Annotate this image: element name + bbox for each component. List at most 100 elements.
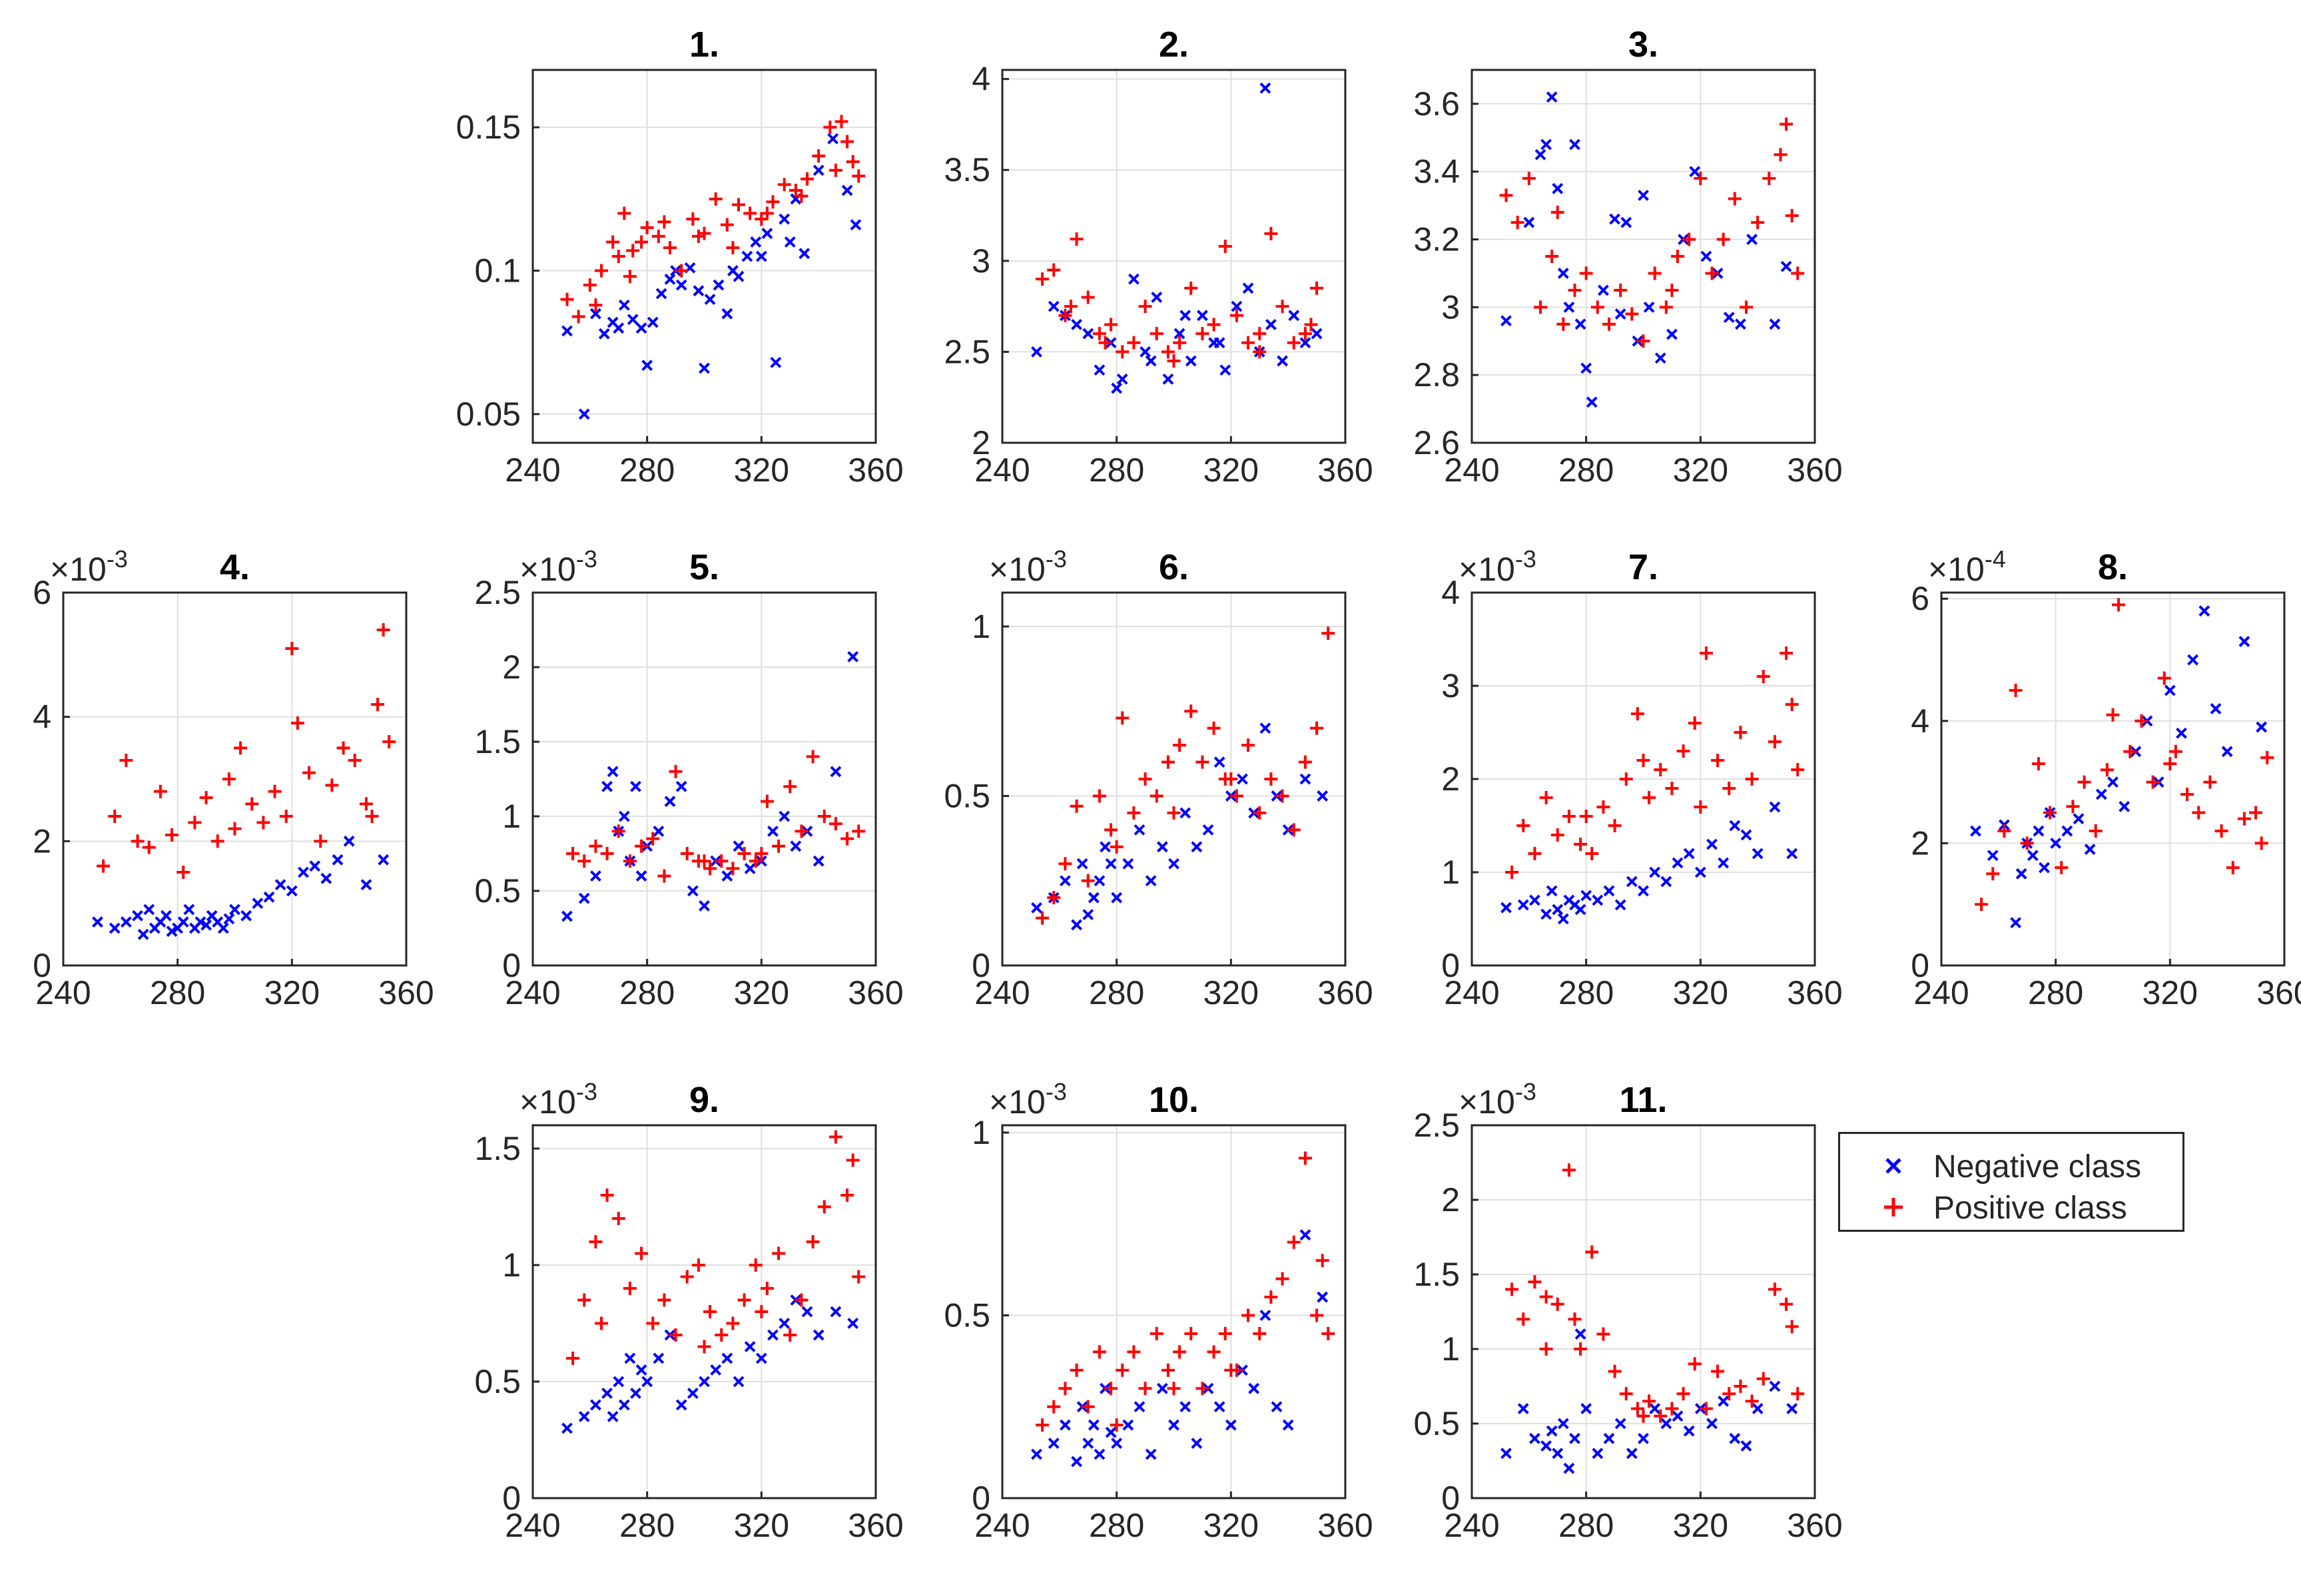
axes-box [531, 591, 877, 967]
y-tick-label: 0 [33, 947, 51, 984]
negative-point [847, 1318, 859, 1329]
y-tick-label: 3.6 [1413, 85, 1460, 123]
positive-point [600, 1189, 614, 1202]
positive-point [1585, 847, 1599, 860]
positive-point [1636, 1409, 1650, 1423]
legend-label-negative: Negative class [1933, 1149, 2142, 1185]
negative-point [1987, 850, 1999, 862]
negative-point [161, 910, 172, 922]
negative-point [1317, 790, 1329, 802]
positive-point [1986, 867, 2000, 881]
x-tick-label: 240 [1444, 974, 1499, 1011]
positive-point [1550, 1297, 1564, 1311]
positive-point [1207, 318, 1221, 332]
positive-point [256, 816, 270, 830]
negative-point [1614, 899, 1626, 911]
positive-point [828, 163, 842, 177]
y-tick-label: 3.5 [944, 151, 990, 188]
positive-point [852, 169, 866, 183]
x-tick-label: 280 [1089, 451, 1144, 489]
positive-point [760, 1282, 774, 1295]
positive-point [657, 1293, 671, 1307]
negative-point [1237, 773, 1248, 785]
x-tick-label: 280 [1089, 1507, 1144, 1544]
negative-point [1706, 1418, 1718, 1430]
negative-point [590, 308, 601, 320]
negative-point [1031, 1448, 1042, 1460]
x-tick-label: 280 [619, 1507, 675, 1544]
negative-point [132, 910, 143, 922]
x-tick-label: 280 [1089, 974, 1144, 1011]
positive-point [1545, 250, 1559, 263]
negative-point [704, 294, 716, 306]
positive-point [606, 235, 620, 249]
negative-point [1299, 1229, 1311, 1241]
negative-point [1105, 1426, 1117, 1438]
positive-point [2089, 824, 2103, 838]
positive-point [795, 189, 809, 203]
x-tick-label: 240 [1444, 1507, 1499, 1544]
positive-point [2100, 763, 2114, 777]
negative-point [1105, 858, 1117, 870]
positive-point [1562, 1163, 1576, 1177]
subplot-5: 240 280 320 360 0 0.5 1 1.5 2 2.5×10-3 5. [474, 545, 903, 1011]
positive-point [783, 1328, 797, 1342]
positive-point [142, 840, 156, 854]
negative-point [1134, 824, 1146, 836]
x-tick-label: 280 [2028, 974, 2083, 1011]
y-tick-label: 0 [1911, 947, 1929, 984]
positive-point [1590, 300, 1604, 314]
negative-point [1574, 318, 1586, 330]
positive-point [828, 1130, 842, 1144]
positive-point [1310, 721, 1324, 735]
negative-point [813, 855, 824, 867]
points [1500, 1163, 1805, 1474]
negative-point [687, 885, 699, 897]
subplot-3: 240 280 320 360 2.6 2.8 3 3.2 3.4 3.6 3. [1413, 25, 1842, 489]
negative-point [1094, 1448, 1106, 1460]
positive-point [1253, 327, 1267, 341]
negative-point [721, 870, 733, 882]
positive-point [1768, 735, 1782, 748]
positive-point [1665, 782, 1679, 795]
positive-point [2020, 836, 2034, 850]
negative-point [1179, 807, 1191, 819]
negative-point [675, 780, 687, 792]
negative-point [1718, 1395, 1730, 1407]
negative-point [647, 316, 659, 328]
negative-point [1140, 346, 1151, 358]
positive-point [1047, 891, 1061, 905]
positive-point [1740, 300, 1753, 314]
axes-box [1471, 1124, 1816, 1499]
y-tick-label: 2 [972, 424, 990, 461]
negative-point [1111, 382, 1123, 394]
y-exponent-label: ×10-3 [989, 1078, 1067, 1121]
negative-point [1580, 362, 1592, 374]
positive-point [279, 810, 293, 823]
negative-point [2010, 917, 2021, 929]
negative-point [1242, 282, 1254, 294]
negative-point [1557, 268, 1569, 279]
positive-point [812, 149, 826, 163]
negative-point [2198, 605, 2210, 617]
negative-point [1580, 890, 1592, 902]
positive-point [760, 206, 774, 220]
positive-point [840, 134, 854, 148]
positive-point [1150, 1326, 1163, 1340]
y-exponent-label: ×10-3 [50, 545, 128, 588]
positive-point [1081, 290, 1095, 304]
positive-point [1104, 318, 1118, 332]
y-exponent-label: ×10-3 [1459, 1078, 1536, 1121]
positive-point [1688, 1357, 1702, 1371]
positive-point [1654, 763, 1668, 776]
negative-point [627, 314, 639, 326]
positive-point [646, 832, 660, 846]
negative-point [721, 308, 733, 320]
positive-point [1562, 810, 1576, 823]
points [561, 651, 866, 922]
subplot-10: 240 280 320 360 0 0.5 1×10-3 10. [944, 1078, 1373, 1544]
negative-point [2084, 844, 2096, 855]
y-exponent-label: ×10-3 [1459, 545, 1536, 588]
positive-point [2123, 744, 2137, 758]
negative-point [1769, 1380, 1781, 1392]
